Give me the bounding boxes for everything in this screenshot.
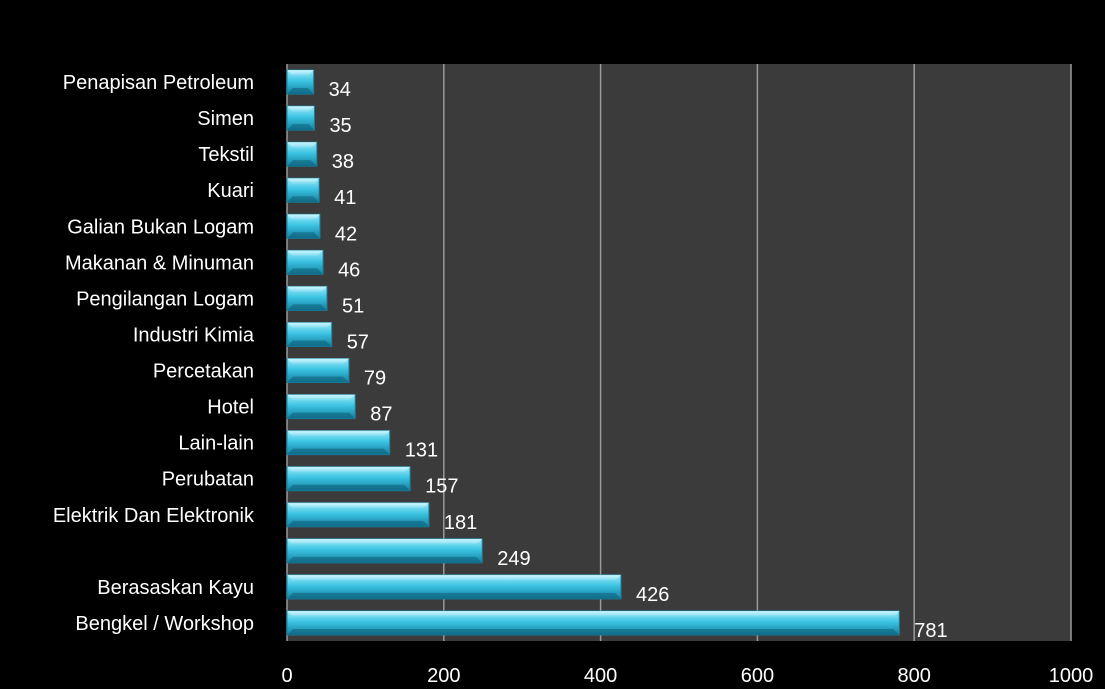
data-label: 426: [636, 584, 669, 606]
data-label: 41: [334, 187, 356, 209]
bar: [286, 358, 350, 384]
bar: [286, 141, 318, 167]
bar: [286, 177, 320, 203]
bar-bevel: [287, 322, 332, 329]
bar-bevel-shadow: [287, 304, 327, 311]
category-label: Berasaskan Kayu: [97, 577, 254, 599]
bar-bevel-shadow: [287, 628, 900, 635]
data-label: 42: [335, 223, 357, 245]
bar-bevel-shadow: [287, 376, 349, 383]
bar-bevel-shadow: [287, 124, 315, 131]
category-label: Penapisan Petroleum: [63, 72, 254, 94]
x-tick-label: 400: [584, 665, 617, 687]
category-label: Simen: [197, 108, 254, 130]
bar-bevel-shadow: [287, 88, 314, 95]
x-tick-label: 0: [281, 665, 292, 687]
category-label: Tekstil: [198, 144, 254, 166]
category-label: Percetakan: [153, 361, 254, 383]
bar-bevel: [287, 358, 349, 365]
bar-bevel: [287, 214, 320, 221]
data-label: 35: [329, 115, 351, 137]
category-label: Hotel: [207, 397, 254, 419]
category-label: Bengkel / Workshop: [75, 613, 254, 635]
data-label: 157: [425, 476, 458, 498]
bar-bevel-shadow: [287, 412, 356, 419]
bar-bevel-shadow: [287, 232, 320, 239]
data-label: 87: [370, 404, 392, 426]
bar-bevel: [287, 538, 483, 545]
bar-bevel: [287, 502, 429, 509]
bar-bevel-shadow: [287, 340, 332, 347]
bar-bevel: [287, 430, 390, 437]
bar-bevel: [287, 574, 621, 581]
bar-bevel-shadow: [287, 448, 390, 455]
bar: [286, 430, 391, 456]
bar-bevel-shadow: [287, 520, 429, 527]
bar: [286, 574, 622, 600]
data-label: 79: [364, 368, 386, 390]
category-label: Makanan & Minuman: [65, 252, 254, 274]
data-labels: 34 35 38 41 42 46 51 57 79 87 131 157 181 249 426 781: [329, 79, 948, 642]
bar-bevel: [287, 394, 356, 401]
bar: [286, 69, 315, 95]
category-label: Perubatan: [162, 469, 254, 491]
data-label: 131: [405, 440, 438, 462]
x-axis-tick-labels: 0 200 400 600 800 1000: [281, 665, 1093, 687]
bar: [286, 502, 430, 528]
data-label: 34: [329, 79, 351, 101]
bar: [286, 394, 356, 420]
data-label: 46: [338, 259, 360, 281]
bar-bevel: [287, 610, 900, 617]
bar-bevel: [287, 466, 411, 473]
bar-bevel: [287, 142, 317, 149]
bar: [286, 538, 483, 564]
category-label: Elektrik Dan Elektronik: [53, 505, 255, 527]
bar: [286, 466, 411, 492]
bar-bevel-shadow: [287, 160, 317, 167]
bars: [286, 69, 900, 636]
data-label: 51: [342, 295, 364, 317]
category-label: Galian Bukan Logam: [67, 216, 254, 238]
bar: [286, 321, 333, 347]
bar-bevel-shadow: [287, 484, 411, 491]
data-label: 781: [914, 620, 947, 642]
bar: [286, 213, 321, 239]
x-tick-label: 800: [898, 665, 931, 687]
category-label: Industri Kimia: [133, 324, 255, 346]
bar-bevel-shadow: [287, 196, 320, 203]
category-label: Kuari: [207, 180, 254, 202]
bar: [286, 105, 315, 131]
category-label: Lain-lain: [178, 433, 254, 455]
x-tick-label: 600: [741, 665, 774, 687]
data-label: 181: [444, 512, 477, 534]
data-label: 57: [347, 331, 369, 353]
category-labels: Penapisan Petroleum Simen Tekstil Kuari Gali…: [53, 72, 255, 635]
bar-bevel: [287, 106, 315, 113]
bar: [286, 285, 328, 311]
bar-bevel-shadow: [287, 592, 621, 599]
data-label: 38: [332, 151, 354, 173]
bar-bevel: [287, 70, 314, 77]
x-tick-label: 1000: [1049, 665, 1094, 687]
category-label: Pengilangan Logam: [76, 288, 254, 310]
bar-bevel-shadow: [287, 268, 324, 275]
bar-bevel: [287, 250, 324, 257]
x-tick-label: 200: [427, 665, 460, 687]
bar-bevel: [287, 286, 327, 293]
data-label: 249: [497, 548, 530, 570]
bar-bevel: [287, 178, 320, 185]
bar-bevel-shadow: [287, 556, 483, 563]
bar: [286, 610, 900, 636]
bar: [286, 249, 324, 275]
